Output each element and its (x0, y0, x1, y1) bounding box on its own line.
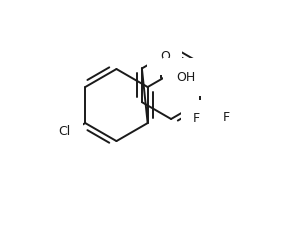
Text: F: F (211, 124, 218, 137)
Text: F: F (223, 111, 230, 124)
Text: Cl: Cl (58, 125, 71, 138)
Text: F: F (193, 113, 200, 125)
Text: O: O (160, 50, 170, 63)
Text: OH: OH (176, 71, 195, 84)
